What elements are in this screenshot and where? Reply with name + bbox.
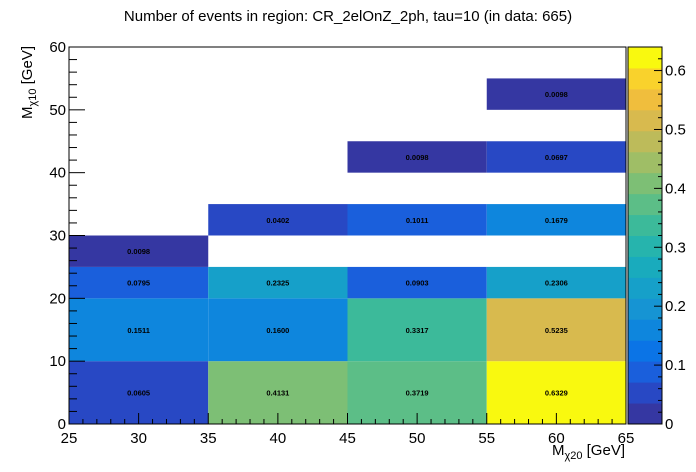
x-tick-label: 30 — [130, 430, 147, 447]
x-tick-label: 40 — [270, 430, 287, 447]
colorbar-tick-label: 0.6 — [665, 63, 686, 80]
heatmap-cell — [69, 298, 209, 362]
heatmap-cell — [347, 141, 487, 173]
cell-value-label: 0.1679 — [545, 216, 568, 225]
x-axis-label-main: M — [552, 442, 565, 459]
y-tick-label: 20 — [49, 290, 66, 307]
colorbar-segment — [628, 319, 662, 341]
y-axis-label-main: M — [19, 107, 36, 120]
colorbar-segment — [628, 340, 662, 362]
cell-value-label: 0.2325 — [266, 279, 289, 288]
cell-value-label: 0.6329 — [545, 389, 568, 398]
heatmap-cell — [208, 298, 348, 362]
heatmap-cells: 0.0605 0.4131 0.3719 0.6329 0.1511 0.1600 0.33… — [69, 78, 626, 424]
heatmap-cell — [69, 266, 209, 299]
heatmap-cell — [486, 78, 626, 110]
colorbar-segment — [628, 256, 662, 278]
colorbar-segment — [628, 235, 662, 257]
cell-value-label: 0.4131 — [266, 389, 289, 398]
heatmap-cell — [69, 235, 209, 267]
colorbar-segment — [628, 193, 662, 216]
y-axis: 0 10 20 30 40 50 60 — [49, 39, 85, 433]
cell-value-label: 0.0098 — [545, 90, 568, 99]
colorbar-tick-label: 0.3 — [665, 239, 686, 256]
x-axis: 25 30 35 40 45 50 55 60 65 — [61, 413, 635, 447]
colorbar-tick-label: 0 — [665, 416, 673, 433]
x-axis-label-unit: [GeV] — [582, 442, 625, 459]
y-axis-label: Mχ10 [GeV] — [19, 46, 39, 119]
heatmap-cell — [347, 204, 487, 236]
cell-value-label: 0.0605 — [127, 389, 150, 398]
cell-value-label: 0.1600 — [266, 326, 289, 335]
cell-value-label: 0.1511 — [127, 326, 150, 335]
colorbar-segment — [628, 151, 662, 174]
heatmap-cell — [208, 266, 348, 299]
color-scale-bar: 0 0.1 0.2 0.3 0.4 0.5 0.6 — [627, 46, 686, 433]
cell-value-label: 0.3719 — [406, 389, 429, 398]
y-tick-label: 0 — [58, 416, 66, 433]
colorbar-segment — [628, 214, 662, 236]
y-tick-label: 40 — [49, 165, 66, 182]
cell-value-label: 0.2306 — [545, 279, 568, 288]
colorbar-segment — [628, 403, 662, 425]
y-axis-label-sub: χ10 — [27, 89, 39, 107]
x-tick-label: 55 — [478, 430, 495, 447]
colorbar-segment — [628, 361, 662, 383]
cell-value-label: 0.0903 — [406, 279, 429, 288]
colorbar-tick-label: 0.5 — [665, 121, 686, 138]
colorbar-segment — [628, 382, 662, 404]
colorbar-segment — [628, 109, 662, 132]
x-tick-label: 50 — [409, 430, 426, 447]
colorbar-tick-label: 0.4 — [665, 180, 686, 197]
heatmap-cell — [208, 204, 348, 236]
heatmap-cell — [347, 298, 487, 362]
cell-value-label: 0.0098 — [127, 247, 150, 256]
x-tick-label: 60 — [548, 430, 565, 447]
y-tick-label: 50 — [49, 102, 66, 119]
y-tick-label: 10 — [49, 353, 66, 370]
colorbar-segment — [628, 88, 662, 111]
x-tick-label: 25 — [61, 430, 78, 447]
x-tick-label: 65 — [618, 430, 635, 447]
cell-value-label: 0.1011 — [406, 216, 429, 225]
chart-title: Number of events in region: CR_2elOnZ_2p… — [124, 8, 572, 25]
x-axis-label: Mχ20 [GeV] — [552, 442, 625, 462]
colorbar-segment — [628, 47, 662, 69]
x-tick-label: 35 — [200, 430, 217, 447]
colorbar-segment — [628, 277, 662, 299]
heatmap-cell — [486, 266, 626, 299]
y-axis-label-unit: [GeV] — [19, 46, 36, 89]
cell-value-label: 0.0098 — [406, 153, 429, 162]
colorbar-tick-label: 0.2 — [665, 298, 686, 315]
y-tick-label: 60 — [49, 39, 66, 56]
x-axis-label-sub: χ20 — [564, 450, 582, 462]
colorbar-segment — [628, 172, 662, 195]
heatmap-cell — [347, 266, 487, 299]
y-tick-label: 30 — [49, 228, 66, 245]
cell-value-label: 0.0402 — [266, 216, 289, 225]
colorbar-segment — [628, 130, 662, 153]
heatmap-cell — [486, 204, 626, 236]
colorbar-tick-label: 0.1 — [665, 357, 686, 374]
cell-value-label: 0.5235 — [545, 326, 568, 335]
cell-value-label: 0.0697 — [545, 153, 568, 162]
heatmap-cell — [486, 141, 626, 173]
heatmap-cell — [486, 298, 626, 362]
colorbar-segment — [628, 67, 662, 90]
colorbar-segment — [628, 298, 662, 320]
cell-value-label: 0.3317 — [406, 326, 429, 335]
cell-value-label: 0.0795 — [127, 279, 150, 288]
x-tick-label: 45 — [339, 430, 356, 447]
